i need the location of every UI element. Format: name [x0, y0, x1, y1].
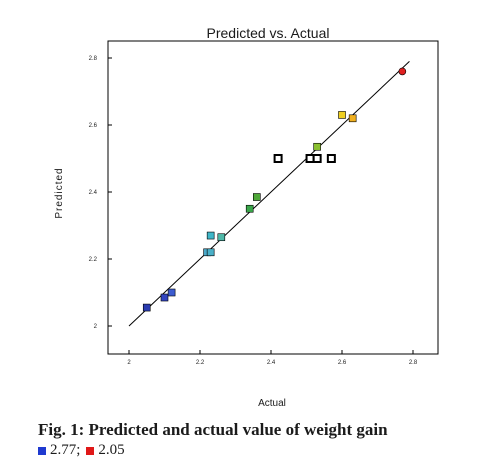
data-point	[326, 154, 336, 163]
y-axis-label: Predicted	[54, 167, 65, 218]
x-tick-label: 2.4	[267, 360, 276, 366]
y-tick-label: 2	[94, 324, 98, 330]
x-tick-label: 2.6	[338, 360, 347, 366]
plot-frame	[107, 40, 439, 355]
data-point	[348, 114, 357, 123]
data-point	[312, 154, 322, 163]
reference-line	[128, 60, 410, 327]
y-tick-label: 2.2	[89, 257, 98, 263]
data-point	[142, 303, 151, 312]
data-point	[253, 193, 261, 201]
legend-label: 2.77;	[50, 442, 81, 458]
data-point	[167, 288, 176, 297]
ticks-layer: 2 2.2 2.4 2.6 2.8 2 2.2 2.4 2.6 2.8	[89, 56, 418, 366]
y-tick-label: 2.8	[89, 56, 98, 62]
legend: 2.77; 2.05	[38, 442, 125, 459]
data-point	[273, 154, 283, 163]
y-tick-label: 2.6	[89, 123, 98, 129]
data-point	[206, 248, 215, 257]
data-point	[217, 233, 226, 242]
x-tick-label: 2.8	[409, 360, 418, 366]
data-point	[338, 111, 346, 119]
data-point	[160, 293, 169, 302]
data-point	[313, 142, 321, 151]
x-tick-label: 2.2	[196, 360, 205, 366]
legend-item: 2.77;	[38, 442, 80, 459]
legend-item: 2.05	[86, 442, 125, 459]
legend-swatch	[86, 446, 95, 455]
data-point	[398, 67, 407, 76]
data-point	[305, 154, 315, 163]
chart-title: Predicted vs. Actual	[207, 25, 330, 41]
legend-swatch	[38, 446, 46, 455]
figure-caption: Fig. 1: Predicted and actual value of we…	[38, 420, 388, 439]
x-tick-label: 2	[127, 360, 131, 366]
y-tick-label: 2.4	[89, 190, 98, 196]
legend-label: 2.05	[98, 442, 125, 458]
x-axis-label: Actual	[258, 398, 286, 409]
data-point	[206, 231, 215, 240]
data-point	[245, 204, 254, 213]
points-layer	[142, 67, 407, 312]
